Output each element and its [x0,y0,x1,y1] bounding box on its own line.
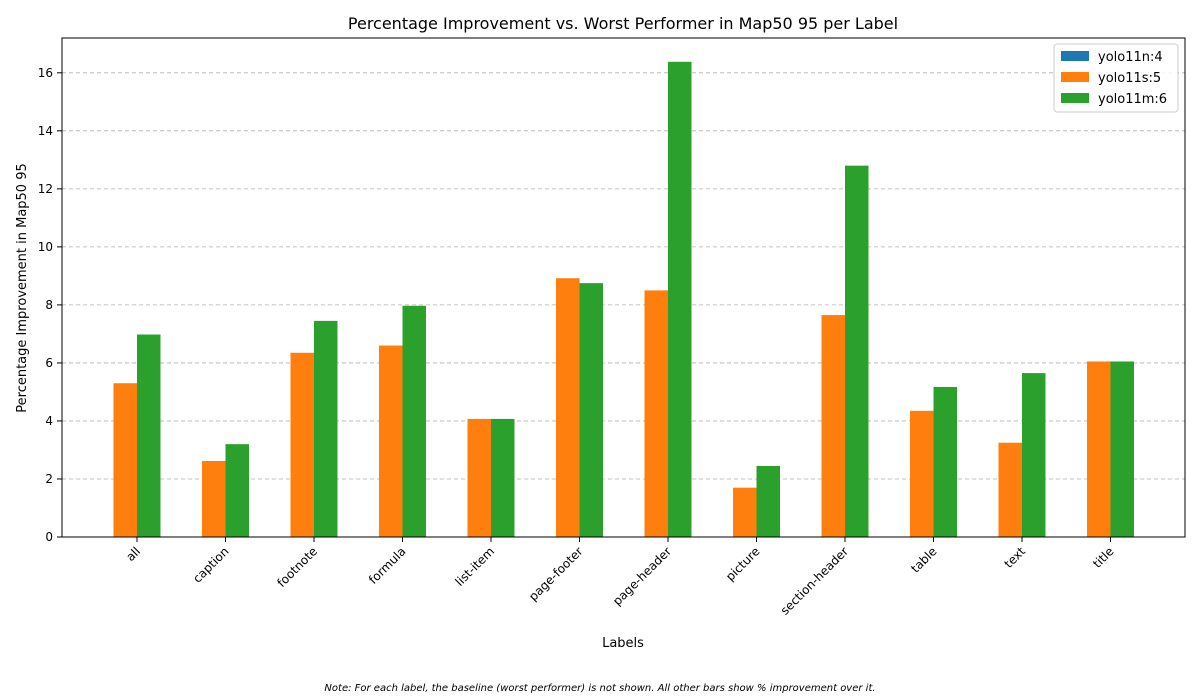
bar-yolo11m-6-formula [402,305,426,537]
x-tick-label-page-footer: page-footer [526,544,586,604]
legend-label: yolo11s:5 [1098,71,1161,86]
y-tick-label: 4 [45,414,53,428]
bars-layer [113,61,1134,537]
footnote: Note: For each label, the baseline (wors… [324,683,876,694]
bar-yolo11s-5-section-header [821,315,845,537]
bar-yolo11m-6-page-footer [579,283,603,537]
bar-yolo11m-6-text [1022,373,1046,537]
bar-yolo11m-6-list-item [491,418,515,537]
x-tick-label-table: table [908,544,939,575]
y-tick-label: 6 [45,356,53,370]
bar-yolo11m-6-picture [756,465,780,537]
x-axis-ticks: all caption footnote formula list-item page-f… [123,537,1117,618]
y-tick-label: 8 [45,298,53,312]
legend-swatch [1061,51,1089,61]
x-tick-label-footnote: footnote [274,544,320,590]
bar-yolo11s-5-list-item [467,418,491,537]
bar-yolo11s-5-page-header [644,290,668,537]
x-tick-label-all: all [123,544,143,564]
x-tick-label-list-item: list-item [453,544,498,589]
legend-label: yolo11m:6 [1098,92,1167,107]
plot-frame [61,37,1186,538]
bar-yolo11m-6-page-header [668,61,692,537]
x-tick-label-section-header: section-header [778,544,851,617]
bar-yolo11s-5-all [113,383,137,537]
y-tick-label: 2 [45,472,53,486]
chart-title: Percentage Improvement vs. Worst Perform… [348,14,898,33]
y-tick-label: 0 [45,530,53,544]
bar-yolo11m-6-table [933,387,957,537]
legend-label: yolo11n:4 [1098,50,1163,65]
grid-lines [62,72,1185,480]
bar-yolo11m-6-section-header [845,165,869,537]
bar-yolo11s-5-title [1087,361,1111,537]
x-tick-label-text: text [1001,544,1028,571]
x-tick-label-picture: picture [723,544,763,584]
bar-yolo11m-6-caption [225,444,249,537]
y-tick-label: 14 [38,124,53,138]
bar-yolo11s-5-caption [202,460,226,537]
bar-yolo11s-5-picture [733,487,757,537]
y-tick-label: 16 [38,66,53,80]
bar-yolo11s-5-page-footer [556,278,580,537]
x-tick-label-formula: formula [366,544,409,587]
x-tick-label-page-header: page-header [610,544,674,608]
y-axis-ticks: 0 2 4 6 8 10 12 14 16 [38,66,62,544]
bar-yolo11s-5-footnote [290,352,314,537]
legend: yolo11n:4 yolo11s:5 yolo11m:6 [1053,43,1179,113]
y-axis-label: Percentage Improvement in Map50 95 [15,163,30,412]
bar-yolo11m-6-all [137,334,161,537]
y-tick-label: 10 [38,240,53,254]
bar-yolo11m-6-footnote [314,320,338,537]
legend-swatch [1061,72,1089,82]
bar-yolo11s-5-text [998,442,1022,537]
x-axis-label: Labels [602,636,644,651]
y-tick-label: 12 [38,182,53,196]
bar-yolo11s-5-table [910,410,934,537]
x-tick-label-caption: caption [190,544,231,585]
legend-swatch [1061,93,1089,103]
bar-yolo11m-6-title [1110,361,1134,537]
bar-yolo11s-5-formula [379,345,403,537]
x-tick-label-title: title [1090,544,1116,570]
